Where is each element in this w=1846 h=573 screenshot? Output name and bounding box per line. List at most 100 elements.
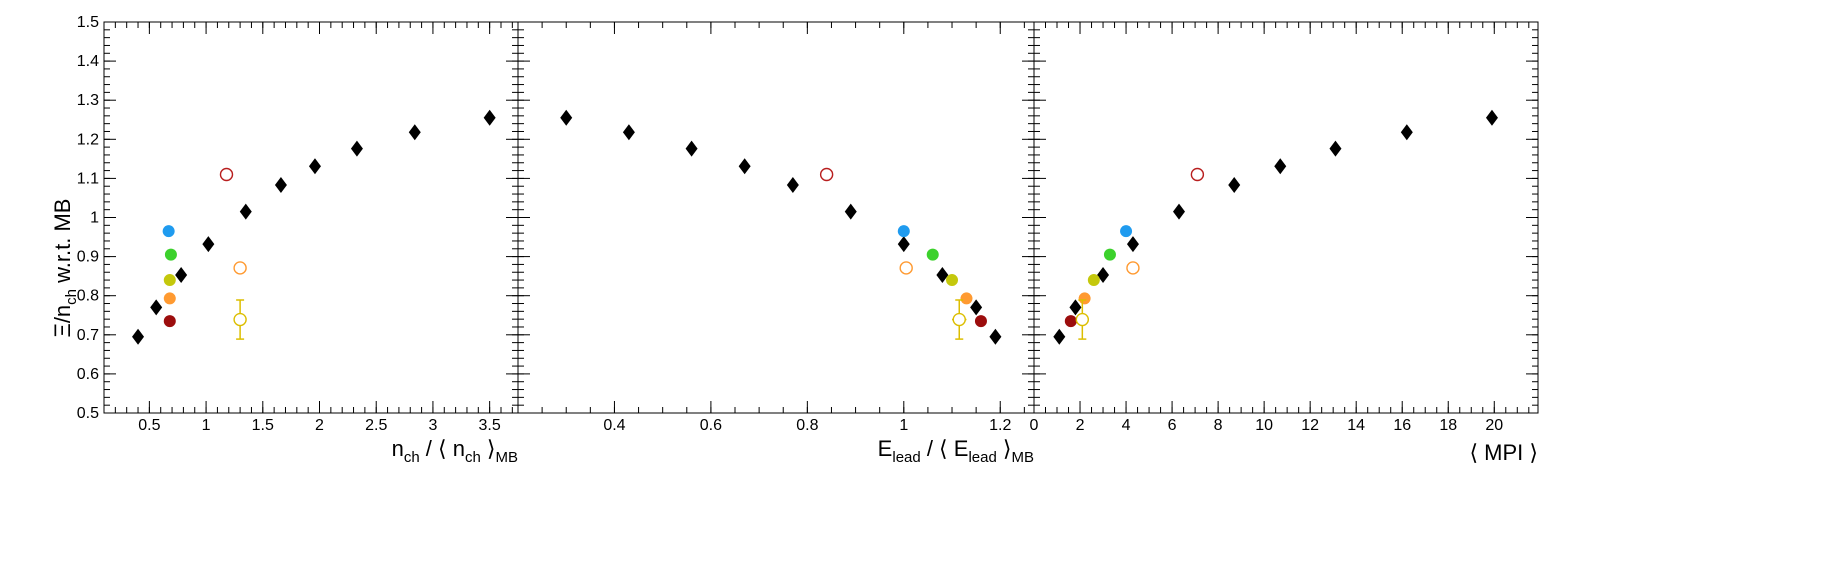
x-title-1-p2: / ⟨ n <box>420 436 465 461</box>
data-point-open-circle <box>899 261 913 275</box>
y-tick-label: 0.5 <box>77 405 99 422</box>
data-point-diamond <box>622 124 635 141</box>
data-point-diamond <box>1069 299 1082 316</box>
data-point-diamond <box>989 328 1002 345</box>
x-tick-label: 10 <box>1255 417 1273 434</box>
y-axis-title-rest: w.r.t. MB <box>50 199 75 289</box>
data-point-circle <box>163 315 176 328</box>
data-point-open-circle <box>952 312 966 327</box>
x-tick-label: 1.5 <box>252 417 274 434</box>
x-axis-title-1: nch / ⟨ nch ⟩MB <box>392 436 518 466</box>
x-tick-label: 1 <box>202 417 211 434</box>
data-point-diamond <box>1053 328 1066 345</box>
x-tick-label: 3.5 <box>479 417 501 434</box>
x-title-2-s2: lead <box>968 449 996 466</box>
data-point-diamond <box>738 158 751 175</box>
data-point-circle <box>897 225 910 238</box>
data-point-diamond <box>1097 266 1110 283</box>
data-point-diamond <box>844 203 857 220</box>
x-tick-label: 20 <box>1485 417 1503 434</box>
x-tick-label: 1.2 <box>989 417 1011 434</box>
x-tick-label: 16 <box>1393 417 1411 434</box>
data-point-open-circle <box>1075 312 1090 327</box>
data-point-circle <box>1120 225 1133 238</box>
x-title-1-p3: ⟩ <box>481 436 496 461</box>
data-point-diamond <box>1485 109 1498 126</box>
data-point-diamond <box>897 236 910 253</box>
y-tick-label: 0.6 <box>77 366 99 383</box>
y-axis-title: Ξ/nch w.r.t. MB <box>50 199 80 338</box>
y-axis-title-sub: ch <box>63 289 80 305</box>
x-tick-label: 14 <box>1347 417 1365 434</box>
data-point-circle <box>960 292 973 305</box>
data-point-diamond <box>1329 140 1342 157</box>
x-title-1-p1: n <box>392 436 404 461</box>
x-tick-label: 0.5 <box>138 417 160 434</box>
x-tick-label: 12 <box>1301 417 1319 434</box>
x-title-2-p3: ⟩ <box>997 436 1012 461</box>
x-tick-label: 6 <box>1168 417 1177 434</box>
panel-frame-3 <box>1033 21 1539 414</box>
data-point-open-circle <box>233 312 247 327</box>
data-point-circle <box>1087 274 1100 287</box>
data-point-open-circle <box>233 261 247 275</box>
data-point-diamond <box>936 266 949 283</box>
panel-frame-2 <box>517 21 1035 414</box>
y-tick-label: 1 <box>90 210 99 227</box>
data-point-diamond <box>1400 124 1413 141</box>
data-point-circle <box>1064 315 1077 328</box>
x-tick-label: 0.6 <box>700 417 722 434</box>
data-point-circle <box>926 248 939 261</box>
y-tick-label: 0.8 <box>77 288 99 305</box>
data-point-diamond <box>483 109 496 126</box>
data-point-diamond <box>560 109 573 126</box>
data-point-diamond <box>150 299 163 316</box>
y-tick-label: 1.5 <box>77 14 99 31</box>
data-point-circle <box>164 248 177 261</box>
x-tick-label: 0 <box>1030 417 1039 434</box>
data-markers <box>132 109 1498 345</box>
x-tick-label: 2.5 <box>365 417 387 434</box>
data-point-diamond <box>1228 177 1241 194</box>
x-tick-label: 4 <box>1122 417 1131 434</box>
data-point-circle <box>163 274 176 287</box>
data-point-diamond <box>408 124 421 141</box>
data-point-open-circle <box>819 167 834 182</box>
x-tick-label: 2 <box>1076 417 1085 434</box>
x-tick-label: 2 <box>315 417 324 434</box>
x-tick-label: 1 <box>899 417 908 434</box>
data-point-circle <box>1103 248 1116 261</box>
data-point-open-circle <box>1126 261 1140 275</box>
x-title-2-p1: E <box>878 436 893 461</box>
data-point-diamond <box>1172 203 1185 220</box>
data-point-open-circle <box>219 167 234 182</box>
x-title-1-s1: ch <box>404 449 420 466</box>
x-tick-label: 0.8 <box>796 417 818 434</box>
x-title-2-p2: / ⟨ E <box>921 436 969 461</box>
panel-frames <box>103 21 1539 414</box>
data-point-diamond <box>308 158 321 175</box>
data-point-circle <box>163 292 176 305</box>
y-tick-label: 0.9 <box>77 249 99 266</box>
x-title-1-s2: ch <box>465 449 481 466</box>
y-axis-title-main: Ξ/n <box>50 305 75 338</box>
data-point-diamond <box>239 203 252 220</box>
data-point-diamond <box>202 236 215 253</box>
data-point-circle <box>974 315 987 328</box>
data-point-diamond <box>1274 158 1287 175</box>
y-tick-label: 1.1 <box>77 170 99 187</box>
data-point-diamond <box>685 140 698 157</box>
x-axis-title-2: Elead / ⟨ Elead ⟩MB <box>878 436 1034 466</box>
data-point-circle <box>1078 292 1091 305</box>
x-axis-title-3: ⟨ MPI ⟩ <box>1469 440 1538 465</box>
data-point-diamond <box>786 177 799 194</box>
y-tick-label: 0.7 <box>77 327 99 344</box>
data-point-diamond <box>970 299 983 316</box>
data-point-diamond <box>1126 236 1139 253</box>
x-title-2-s3: MB <box>1012 449 1035 466</box>
y-tick-label: 1.4 <box>77 53 99 70</box>
x-title-1-s3: MB <box>496 449 519 466</box>
x-tick-label: 3 <box>428 417 437 434</box>
axis-ticks: 0.5 1 1.5 2 2.5 3 3.5 0.5 0.6 0.7 0.8 0.9 1 1.1 1.2 1.3… <box>77 14 1538 434</box>
